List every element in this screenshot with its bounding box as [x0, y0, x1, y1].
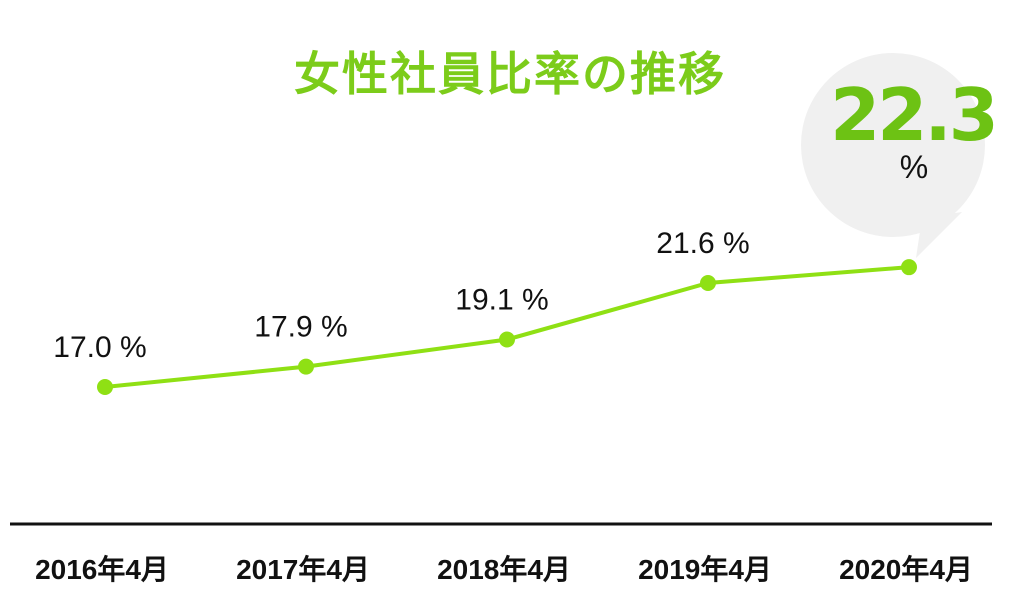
x-tick-label-4: 2020年4月 — [839, 553, 973, 585]
x-tick-label-3: 2019年4月 — [638, 553, 772, 585]
x-tick-label-0: 2016年4月 — [35, 553, 169, 585]
point-label-1: 17.9 % — [254, 311, 347, 344]
point-label-2: 19.1 % — [455, 284, 548, 317]
data-point-0 — [97, 379, 113, 395]
callout-value: 22.3 — [830, 73, 996, 157]
point-label-3: 21.6 % — [656, 227, 749, 260]
point-labels: 17.0 % 17.9 % 19.1 % 21.6 % — [53, 227, 749, 364]
x-tick-label-2: 2018年4月 — [437, 553, 571, 585]
data-points — [97, 259, 917, 395]
chart-title: 女性社員比率の推移 — [294, 47, 726, 101]
point-label-0: 17.0 % — [53, 331, 146, 364]
data-point-2 — [499, 331, 515, 348]
x-tick-label-1: 2017年4月 — [236, 553, 370, 585]
x-tick-labels: 2016年4月 2017年4月 2018年4月 2019年4月 2020年4月 — [35, 553, 973, 585]
callout-pointer — [916, 212, 962, 258]
data-point-3 — [700, 275, 716, 291]
data-point-4 — [901, 259, 917, 276]
callout-circle — [801, 53, 985, 237]
data-point-1 — [298, 358, 314, 375]
callout-bubble: 22.3 % — [801, 53, 999, 258]
callout-unit: % — [900, 149, 928, 185]
